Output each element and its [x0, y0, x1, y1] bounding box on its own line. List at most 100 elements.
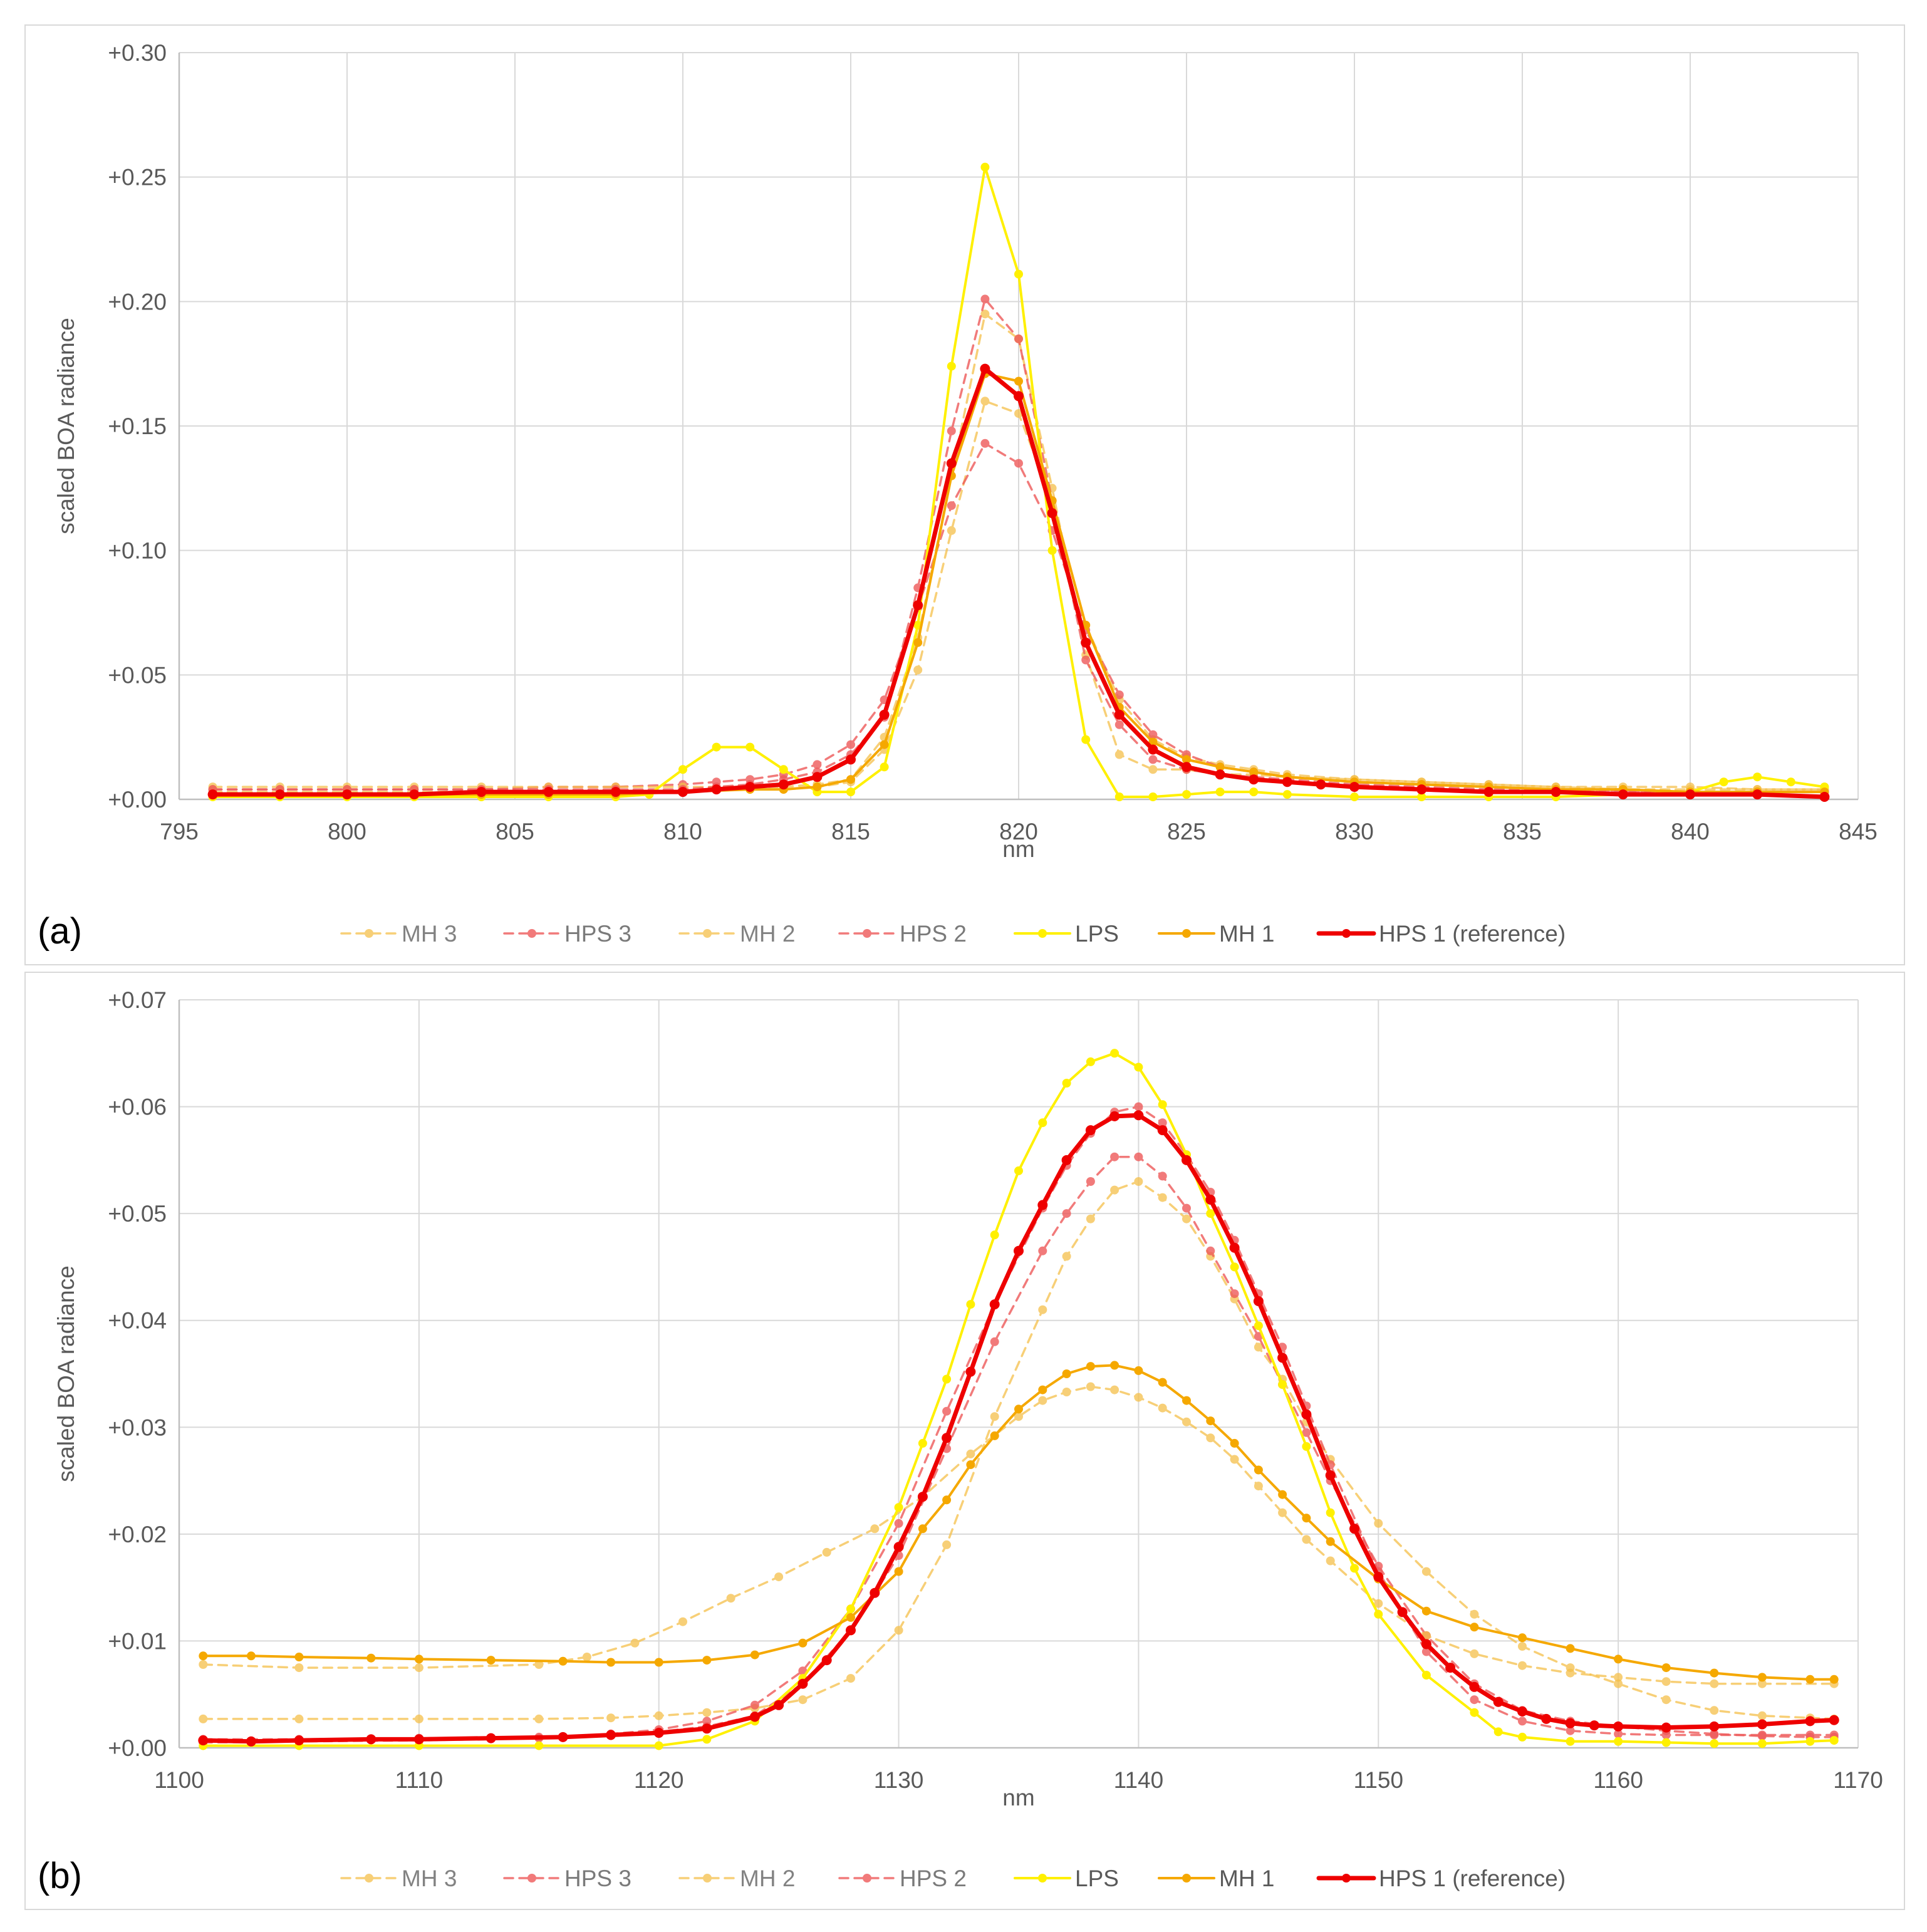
data-point	[414, 1654, 423, 1664]
data-point	[1301, 1409, 1312, 1420]
data-point	[1085, 1125, 1096, 1136]
data-point	[918, 1524, 927, 1534]
data-point	[1470, 1649, 1479, 1658]
data-point	[1249, 767, 1259, 777]
data-point	[1469, 1681, 1480, 1692]
data-point	[1114, 709, 1125, 720]
data-point	[1114, 750, 1124, 759]
y-axis-title: scaled BOA radiance	[53, 318, 79, 534]
data-point	[1249, 774, 1259, 785]
legend-item-mh-1: MH 1	[1158, 1866, 1274, 1891]
data-point	[712, 742, 721, 752]
data-point	[1014, 1166, 1023, 1175]
data-point	[414, 1714, 423, 1723]
data-point	[1757, 1739, 1767, 1748]
series-mh-1	[199, 1361, 1839, 1684]
data-point	[1110, 1049, 1119, 1058]
data-point	[894, 1519, 903, 1528]
data-point	[606, 1713, 616, 1723]
data-point	[980, 309, 990, 319]
data-point	[846, 754, 856, 765]
legend-swatch-marker	[365, 1874, 373, 1883]
data-point	[1518, 1661, 1527, 1670]
y-axis-title: scaled BOA radiance	[53, 1265, 79, 1482]
data-point	[947, 361, 956, 371]
data-point	[654, 1711, 663, 1720]
legend-item-hps-1--reference-: HPS 1 (reference)	[1316, 921, 1566, 947]
data-point	[980, 363, 990, 374]
data-point	[1148, 744, 1158, 755]
series-mh-2	[199, 1382, 1839, 1688]
data-point	[1374, 1599, 1383, 1608]
data-point	[1158, 1100, 1167, 1109]
data-point	[1038, 1305, 1047, 1314]
data-point	[1047, 508, 1057, 519]
data-point	[1805, 1675, 1815, 1684]
data-point	[1614, 1679, 1623, 1688]
data-point	[1086, 1362, 1095, 1371]
x-tick-label-795: 795	[160, 819, 199, 844]
x-tick-label-1140: 1140	[1114, 1767, 1164, 1793]
data-point	[1350, 1564, 1359, 1573]
data-point	[1757, 1673, 1767, 1682]
data-point	[1373, 1572, 1384, 1582]
y-tick-label--0-25: +0.25	[108, 165, 167, 190]
series-line	[211, 298, 1826, 793]
data-point	[1110, 1361, 1119, 1370]
legend-label: MH 3	[402, 921, 457, 947]
data-point	[1829, 1715, 1839, 1725]
data-point	[486, 1656, 496, 1665]
legend-item-mh-3: MH 3	[340, 1866, 457, 1891]
data-point	[606, 1658, 616, 1667]
data-point	[342, 789, 352, 800]
data-point	[1014, 391, 1024, 402]
data-point	[558, 1656, 568, 1666]
data-point	[1062, 1252, 1071, 1261]
series-hps-1--reference-	[207, 363, 1830, 802]
y-tick-label--0-10: +0.10	[108, 538, 167, 564]
x-tick-label-1100: 1100	[154, 1767, 204, 1793]
data-point	[1158, 1403, 1167, 1413]
y-tick-label--0-00: +0.00	[108, 787, 167, 813]
data-point	[749, 1711, 760, 1722]
data-point	[1182, 1155, 1192, 1165]
data-point	[1350, 792, 1359, 801]
data-point	[1134, 1062, 1143, 1072]
data-point	[893, 1542, 904, 1552]
data-point	[1518, 1642, 1527, 1651]
data-point	[813, 760, 822, 769]
data-point	[294, 1735, 304, 1746]
data-point	[913, 600, 923, 611]
data-point	[1182, 790, 1191, 799]
data-point	[846, 1625, 856, 1636]
data-point	[1302, 1428, 1311, 1437]
x-tick-label-1150: 1150	[1353, 1767, 1403, 1793]
data-point	[942, 1540, 952, 1549]
data-point	[870, 1587, 880, 1598]
legend-label: HPS 2	[900, 921, 967, 947]
data-point	[966, 1460, 975, 1469]
data-point	[1661, 1695, 1671, 1705]
x-tick-label-840: 840	[1671, 819, 1710, 844]
data-point	[1445, 1663, 1456, 1673]
data-point	[812, 772, 823, 782]
data-point	[947, 426, 956, 435]
data-point	[774, 1700, 784, 1710]
data-point	[1302, 1442, 1311, 1451]
x-tick-label-1170: 1170	[1833, 1767, 1883, 1793]
data-point	[1661, 1722, 1671, 1733]
legend-item-mh-3: MH 3	[340, 921, 457, 947]
data-point	[1757, 1730, 1767, 1740]
data-point	[630, 1638, 640, 1648]
data-point	[1086, 1382, 1095, 1391]
data-point	[199, 1651, 208, 1661]
data-point	[1282, 777, 1292, 787]
data-point	[543, 787, 554, 797]
data-point	[1614, 1654, 1623, 1664]
data-point	[1206, 1209, 1215, 1218]
series-hps-1--reference-	[198, 1110, 1839, 1747]
data-point	[946, 458, 957, 469]
y-tick-label--0-04: +0.04	[108, 1308, 167, 1334]
data-point	[947, 526, 956, 535]
data-point	[199, 1660, 208, 1669]
